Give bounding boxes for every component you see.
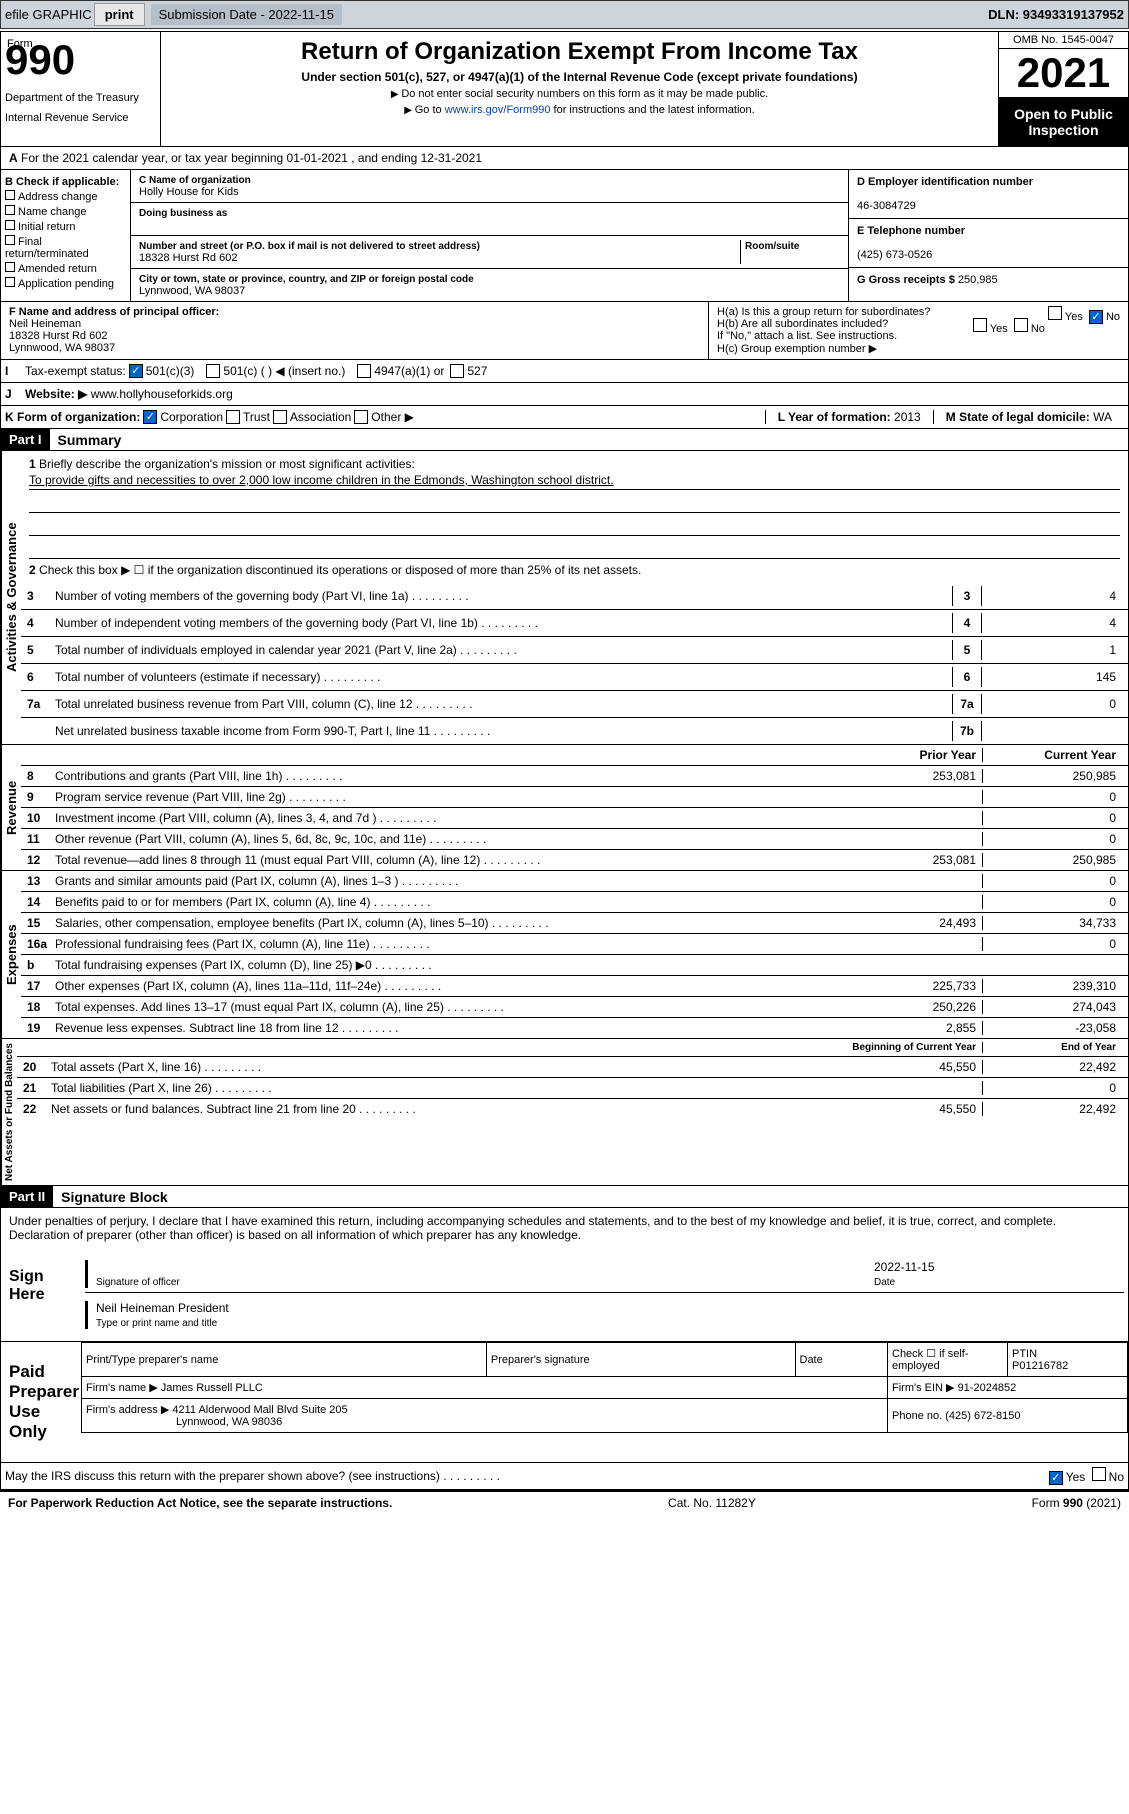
sign-here-label: Sign Here	[1, 1248, 81, 1341]
dln-label: DLN: 93493319137952	[988, 7, 1124, 22]
paid-preparer-label: Paid Preparer Use Only	[1, 1342, 81, 1462]
form-version: Form 990 (2021)	[1032, 1496, 1121, 1510]
fin-line-17: 17Other expenses (Part IX, column (A), l…	[21, 976, 1128, 997]
gov-line-6: 6Total number of volunteers (estimate if…	[21, 664, 1128, 691]
ein: 46-3084729	[857, 200, 916, 212]
firm-name: James Russell PLLC	[161, 1382, 263, 1394]
efile-label: efile GRAPHIC	[5, 7, 92, 22]
gov-line-5: 5Total number of individuals employed in…	[21, 637, 1128, 664]
block-h: H(a) Is this a group return for subordin…	[708, 302, 1128, 359]
fin-line-22: 22Net assets or fund balances. Subtract …	[17, 1099, 1128, 1119]
may-discuss: May the IRS discuss this return with the…	[1, 1463, 1128, 1490]
block-f: F Name and address of principal officer:…	[1, 302, 708, 359]
dept-treasury: Department of the Treasury	[5, 92, 156, 104]
website: www.hollyhouseforkids.org	[91, 387, 233, 401]
fin-line-b: bTotal fundraising expenses (Part IX, co…	[21, 955, 1128, 976]
footer: For Paperwork Reduction Act Notice, see …	[0, 1491, 1129, 1514]
org-address: 18328 Hurst Rd 602	[139, 252, 237, 264]
instructions-line: Go to www.irs.gov/Form990 for instructio…	[167, 104, 992, 116]
officer-name: Neil Heineman President	[96, 1301, 229, 1315]
fin-line-18: 18Total expenses. Add lines 13–17 (must …	[21, 997, 1128, 1018]
mission-text: To provide gifts and necessities to over…	[29, 471, 1120, 490]
public-inspection: Open to Public Inspection	[999, 98, 1128, 146]
sign-here-row: Sign Here Signature of officer2022-11-15…	[1, 1248, 1128, 1342]
top-toolbar: efile GRAPHIC print Submission Date - 20…	[0, 0, 1129, 29]
declaration: Under penalties of perjury, I declare th…	[1, 1208, 1128, 1248]
block-b: B Check if applicable: Address change Na…	[1, 170, 131, 301]
line-i: ITax-exempt status: ✓501(c)(3) 501(c) ( …	[1, 360, 1128, 383]
line-j: JWebsite: ▶ www.hollyhouseforkids.org	[1, 383, 1128, 406]
irs-label: Internal Revenue Service	[5, 112, 156, 124]
part2-title: Signature Block	[61, 1189, 168, 1205]
fin-line-14: 14Benefits paid to or for members (Part …	[21, 892, 1128, 913]
gov-line-7a: 7aTotal unrelated business revenue from …	[21, 691, 1128, 718]
netassets-label: Net Assets or Fund Balances	[1, 1039, 17, 1185]
gov-line-4: 4Number of independent voting members of…	[21, 610, 1128, 637]
form-subtitle: Under section 501(c), 527, or 4947(a)(1)…	[167, 70, 992, 84]
org-name: Holly House for Kids	[139, 186, 239, 198]
part1-title: Summary	[58, 432, 122, 448]
print-button[interactable]: print	[94, 3, 145, 26]
fin-line-16a: 16aProfessional fundraising fees (Part I…	[21, 934, 1128, 955]
org-city: Lynnwood, WA 98037	[139, 285, 245, 297]
ssn-warning: Do not enter social security numbers on …	[167, 88, 992, 100]
phone: (425) 673-0526	[857, 249, 932, 261]
fin-line-20: 20Total assets (Part X, line 16)45,55022…	[17, 1057, 1128, 1078]
tax-year: 2021	[999, 49, 1128, 98]
fin-line-11: 11Other revenue (Part VIII, column (A), …	[21, 829, 1128, 850]
mission-block: 1 Briefly describe the organization's mi…	[21, 451, 1128, 583]
form-header: 990 Form Department of the Treasury Inte…	[1, 32, 1128, 147]
fin-line-10: 10Investment income (Part VIII, column (…	[21, 808, 1128, 829]
line-k-l-m: K Form of organization: ✓Corporation Tru…	[1, 406, 1128, 429]
paid-preparer-row: Paid Preparer Use Only Print/Type prepar…	[1, 1342, 1128, 1463]
fin-line-15: 15Salaries, other compensation, employee…	[21, 913, 1128, 934]
fin-line-19: 19Revenue less expenses. Subtract line 1…	[21, 1018, 1128, 1038]
fin-line-21: 21Total liabilities (Part X, line 26)0	[17, 1078, 1128, 1099]
part2-header: Part II	[1, 1186, 53, 1207]
gross-receipts: 250,985	[958, 274, 998, 286]
fin-line-8: 8Contributions and grants (Part VIII, li…	[21, 766, 1128, 787]
omb-number: OMB No. 1545-0047	[999, 32, 1128, 49]
expenses-label: Expenses	[1, 871, 21, 1038]
form-title: Return of Organization Exempt From Incom…	[167, 38, 992, 66]
fin-line-13: 13Grants and similar amounts paid (Part …	[21, 871, 1128, 892]
fin-line-9: 9Program service revenue (Part VIII, lin…	[21, 787, 1128, 808]
part1-header: Part I	[1, 429, 50, 450]
irs-link[interactable]: www.irs.gov/Form990	[445, 104, 551, 116]
gov-line-: Net unrelated business taxable income fr…	[21, 718, 1128, 744]
gov-line-3: 3Number of voting members of the governi…	[21, 583, 1128, 610]
block-d-e-g: D Employer identification number46-30847…	[848, 170, 1128, 301]
governance-label: Activities & Governance	[1, 451, 21, 744]
fin-line-12: 12Total revenue—add lines 8 through 11 (…	[21, 850, 1128, 870]
submission-date: Submission Date - 2022-11-15	[151, 4, 342, 25]
form-prefix: Form	[7, 38, 33, 50]
revenue-label: Revenue	[1, 745, 21, 870]
block-c: C Name of organizationHolly House for Ki…	[131, 170, 848, 301]
line-a: A For the 2021 calendar year, or tax yea…	[1, 147, 1128, 170]
